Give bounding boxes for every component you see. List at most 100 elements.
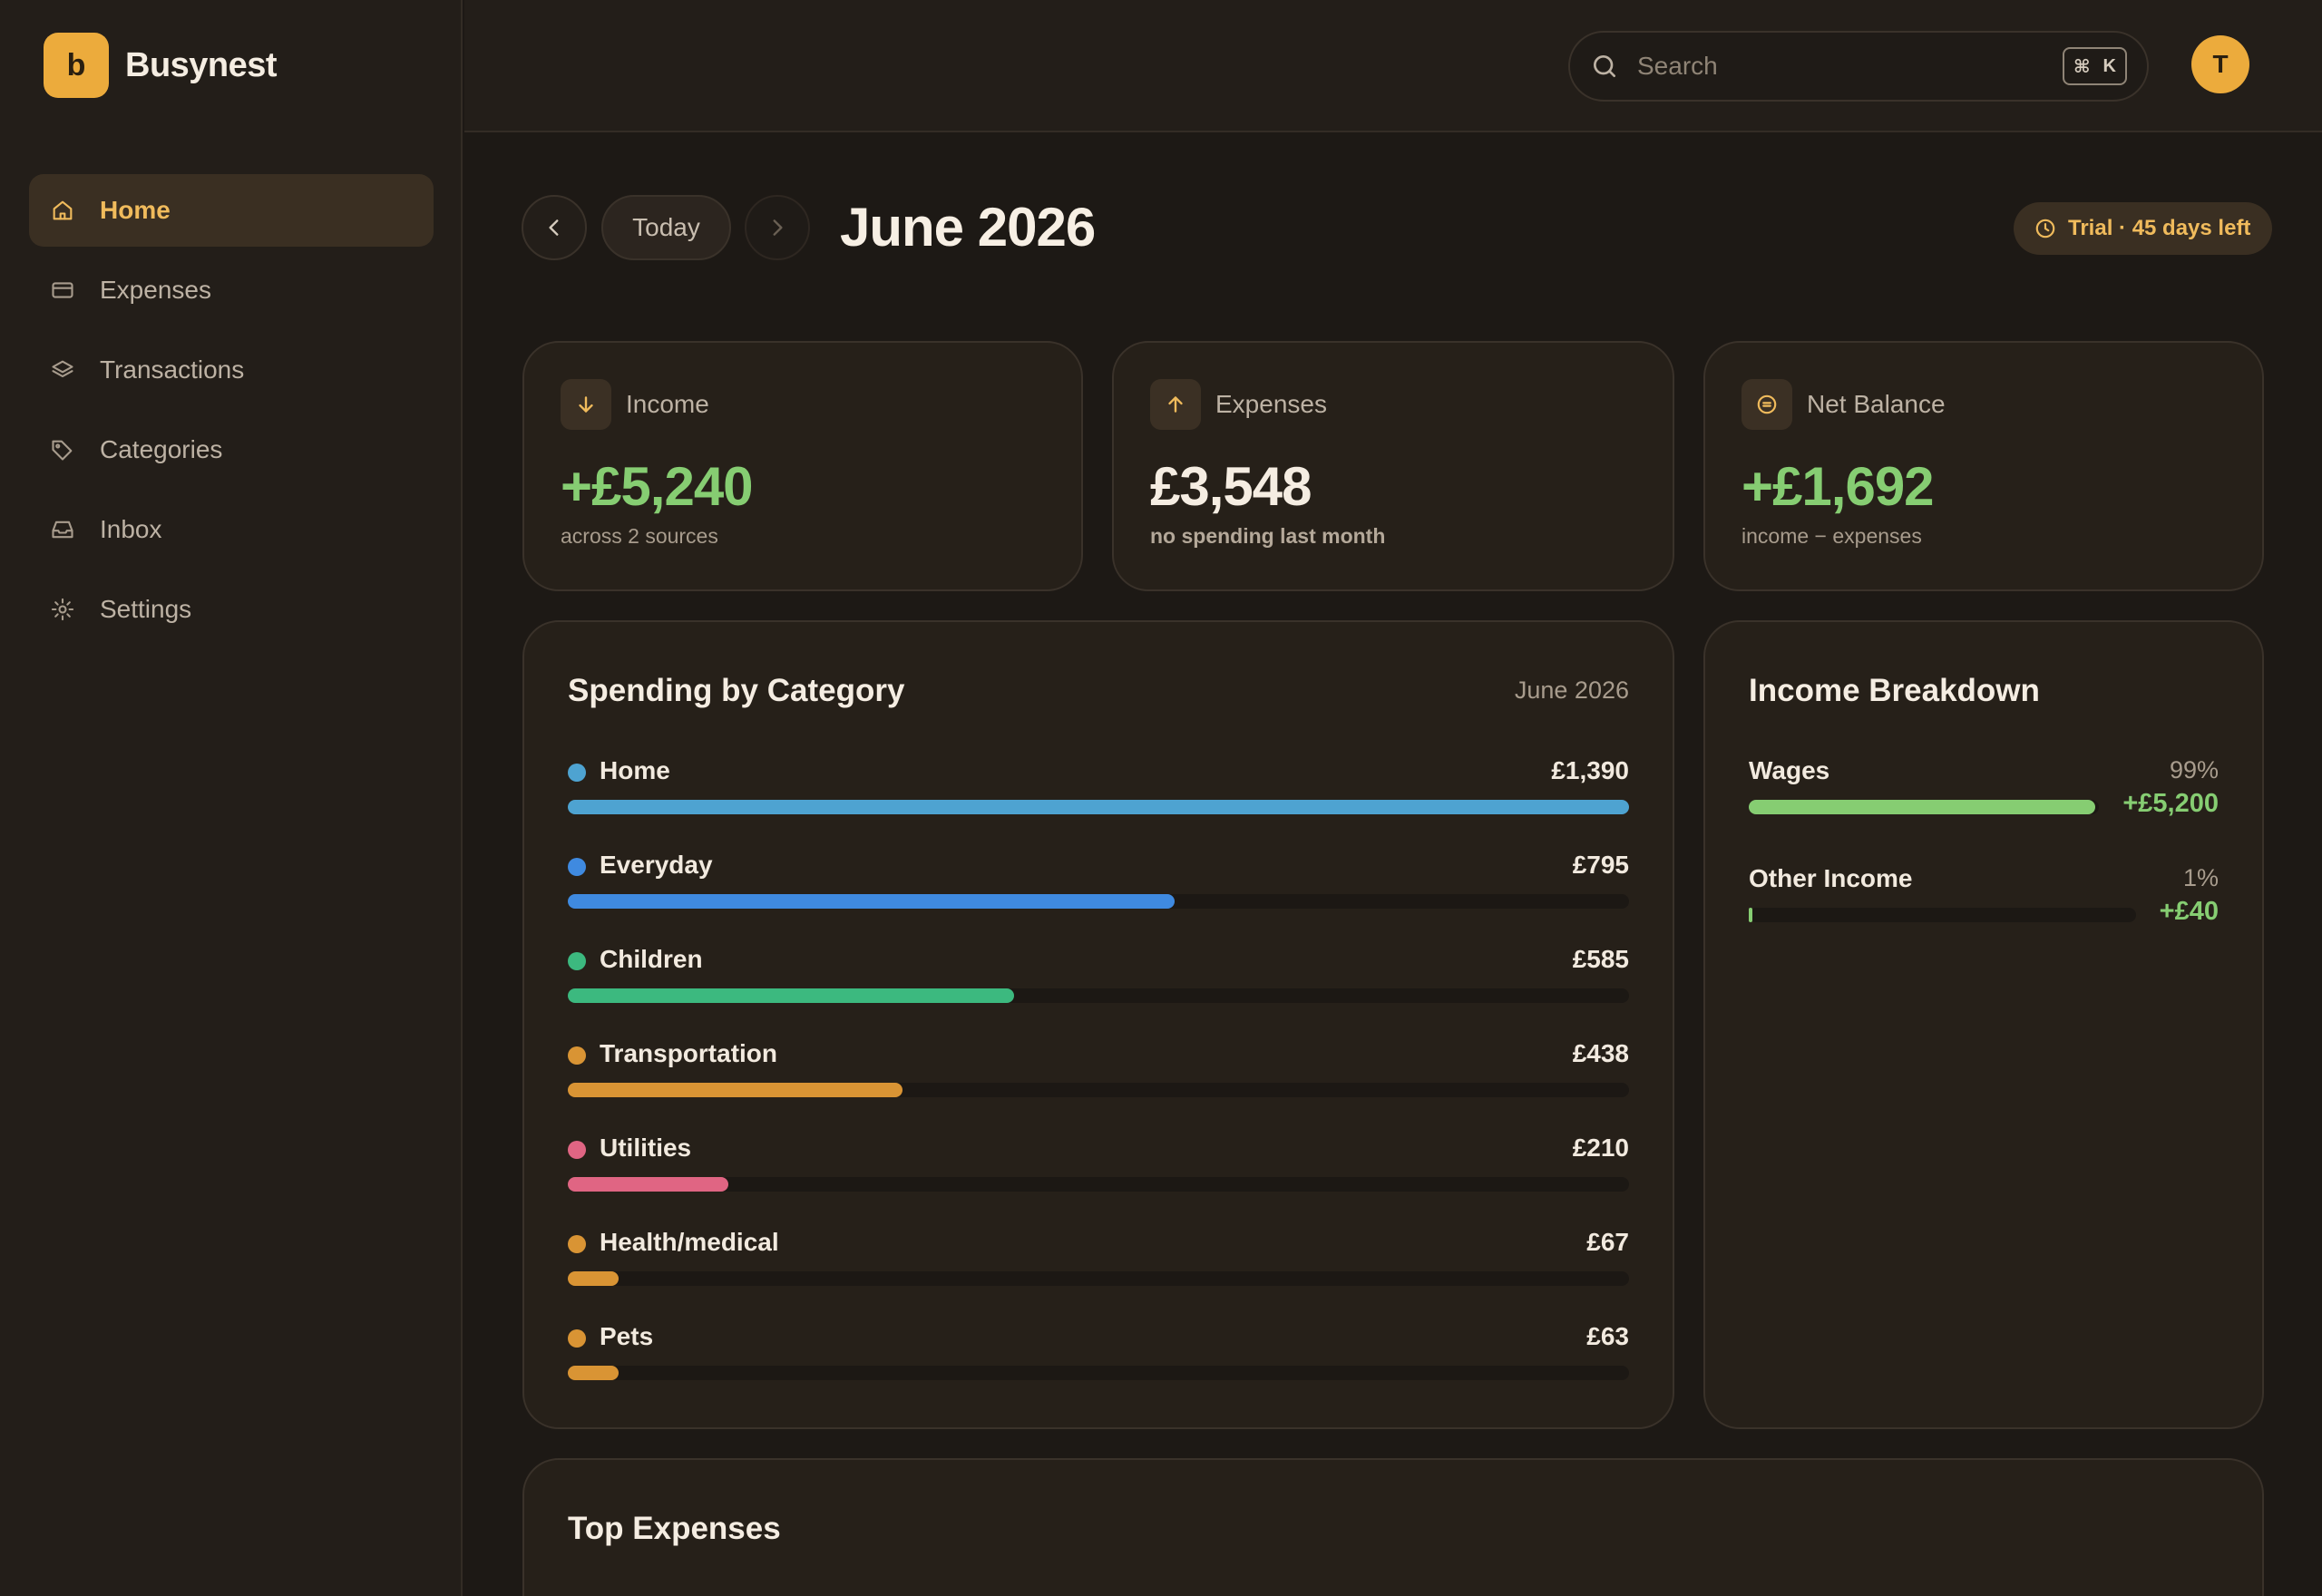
expenses-value: £3,548 <box>1150 456 1312 517</box>
trial-label: Trial · 45 days left <box>2068 216 2251 240</box>
category-bar-track <box>568 1083 1629 1097</box>
category-color-dot <box>568 1046 586 1065</box>
income-source-amount: +£40 <box>2159 897 2219 926</box>
category-bar-fill <box>568 1083 902 1097</box>
category-bar-fill <box>568 800 1629 814</box>
category-name: Children <box>600 945 703 973</box>
category-color-dot <box>568 952 586 970</box>
category-color-dot <box>568 1141 586 1159</box>
category-name: Transportation <box>600 1039 778 1067</box>
layers-icon <box>49 356 76 384</box>
income-subtext: across 2 sources <box>561 524 718 548</box>
net-balance-label: Net Balance <box>1807 390 1946 418</box>
today-button[interactable]: Today <box>601 195 731 260</box>
top-expenses-card: Top Expenses <box>522 1458 2264 1596</box>
income-source-amount: +£5,200 <box>2122 789 2219 818</box>
inbox-icon <box>49 516 76 543</box>
command-key: ⌘ <box>2073 56 2091 77</box>
category-amount: £795 <box>1572 851 1629 879</box>
sidebar-item-categories[interactable]: Categories <box>29 414 434 486</box>
category-bar-fill <box>568 894 1175 909</box>
sidebar-item-settings[interactable]: Settings <box>29 573 434 646</box>
income-source-name: Other Income <box>1749 864 1913 892</box>
income-source-percent: 99% <box>2169 756 2219 783</box>
home-icon <box>49 197 76 224</box>
income-label: Income <box>626 390 709 418</box>
income-source-name: Wages <box>1749 756 1830 784</box>
net-balance-card: Net Balance +£1,692 income − expenses <box>1703 341 2264 591</box>
income-bar-fill <box>1749 908 1752 922</box>
category-color-dot <box>568 764 586 782</box>
category-bar-fill <box>568 1366 619 1380</box>
category-row[interactable]: Transportation £438 <box>568 1032 1629 1105</box>
income-source-row[interactable]: Wages 99% +£5,200 <box>1749 756 2219 829</box>
category-color-dot <box>568 1329 586 1348</box>
previous-month-button[interactable] <box>522 195 587 260</box>
brand-name: Busynest <box>125 45 278 84</box>
category-color-dot <box>568 858 586 876</box>
category-name: Utilities <box>600 1134 692 1162</box>
income-source-percent: 1% <box>2182 864 2219 891</box>
page-title: June 2026 <box>840 197 1096 258</box>
expenses-subtext: no spending last month <box>1150 524 1386 548</box>
category-row[interactable]: Children £585 <box>568 938 1629 1010</box>
income-breakdown-title: Income Breakdown <box>1749 673 2040 708</box>
category-bar-fill <box>568 988 1014 1003</box>
category-row[interactable]: Health/medical £67 <box>568 1221 1629 1293</box>
sidebar-item-label: Inbox <box>100 515 162 543</box>
brand[interactable]: b Busynest <box>44 33 278 98</box>
card-icon <box>49 277 76 304</box>
income-value: +£5,240 <box>561 456 754 517</box>
category-amount: £1,390 <box>1551 756 1629 784</box>
gear-icon <box>49 596 76 623</box>
sidebar-item-inbox[interactable]: Inbox <box>29 493 434 566</box>
sidebar-item-expenses[interactable]: Expenses <box>29 254 434 326</box>
topbar: ⌘ K T <box>464 0 2322 132</box>
sidebar-item-home[interactable]: Home <box>29 174 434 247</box>
arrow-down-icon <box>561 379 611 430</box>
category-bar-track <box>568 1271 1629 1286</box>
sidebar-item-label: Expenses <box>100 276 211 304</box>
category-row[interactable]: Home £1,390 <box>568 749 1629 822</box>
balance-icon <box>1742 379 1792 430</box>
category-row[interactable]: Utilities £210 <box>568 1126 1629 1199</box>
category-bar-track <box>568 894 1629 909</box>
user-avatar[interactable]: T <box>2191 35 2249 93</box>
category-bar-track <box>568 800 1629 814</box>
spending-by-category-card: Spending by Category June 2026 Home £1,39… <box>522 620 1674 1429</box>
search-bar[interactable]: ⌘ K <box>1568 31 2149 102</box>
income-bar-track <box>1749 800 2099 814</box>
category-amount: £210 <box>1572 1134 1629 1162</box>
income-source-row[interactable]: Other Income 1% +£40 <box>1749 864 2219 937</box>
category-amount: £438 <box>1572 1039 1629 1067</box>
category-row[interactable]: Everyday £795 <box>568 843 1629 916</box>
next-month-button[interactable] <box>745 195 810 260</box>
category-bar-fill <box>568 1271 619 1286</box>
category-bar-track <box>568 988 1629 1003</box>
income-breakdown-card: Income Breakdown Wages 99% +£5,200 Other In… <box>1703 620 2264 1429</box>
sidebar-nav: Home Expenses Transactions Categories <box>29 174 434 653</box>
search-input[interactable] <box>1637 52 2036 81</box>
k-key: K <box>2102 55 2116 76</box>
sidebar-item-label: Home <box>100 196 171 224</box>
category-color-dot <box>568 1235 586 1253</box>
chevron-left-icon <box>549 219 559 236</box>
income-bar-track <box>1749 908 2136 922</box>
net-balance-subtext: income − expenses <box>1742 524 1922 548</box>
category-row[interactable]: Pets £63 <box>568 1315 1629 1387</box>
spending-title: Spending by Category <box>568 673 905 708</box>
income-card: Income +£5,240 across 2 sources <box>522 341 1083 591</box>
trial-badge[interactable]: Trial · 45 days left <box>2014 202 2273 255</box>
category-name: Home <box>600 756 670 784</box>
category-amount: £67 <box>1586 1228 1629 1256</box>
spending-period: June 2026 <box>1514 676 1629 704</box>
sidebar: b Busynest Home Expenses Transactions <box>0 0 463 1596</box>
tag-icon <box>49 436 76 463</box>
sidebar-item-transactions[interactable]: Transactions <box>29 334 434 406</box>
search-icon <box>1594 55 1615 77</box>
arrow-up-icon <box>1150 379 1201 430</box>
category-amount: £585 <box>1572 945 1629 973</box>
income-bar-fill <box>1749 800 2095 814</box>
top-expenses-title: Top Expenses <box>568 1511 781 1546</box>
expenses-card: Expenses £3,548 no spending last month <box>1112 341 1674 591</box>
